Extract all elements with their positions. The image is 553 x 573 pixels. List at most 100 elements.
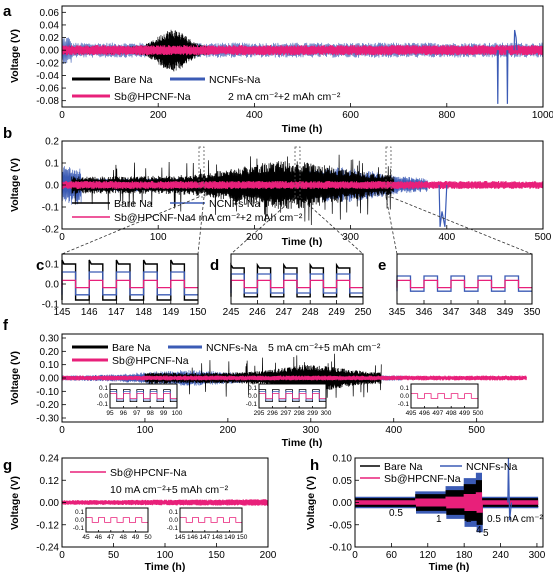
- series-sb-hpcnf-na: [396, 279, 532, 289]
- panel-e-frame: [396, 253, 533, 305]
- y-tick-label: 0.00: [40, 498, 60, 509]
- inset-traces: [258, 384, 326, 408]
- y-tick-label: -0.05: [329, 520, 352, 531]
- x-tick-label: 0: [352, 550, 358, 561]
- panel-h-x-ticks: 0 60 120 180 240 300: [352, 543, 546, 561]
- x-tick-label: 60: [386, 550, 398, 561]
- x-tick-label: 148: [135, 307, 152, 318]
- x-tick-label: 600: [342, 110, 359, 121]
- leader-e-right: [390, 196, 533, 255]
- y-tick-label: 0.00: [40, 374, 60, 385]
- panel-f-traces: [61, 353, 527, 402]
- legend-label-sb-hpcnf-na: Sb@HPCNF-Na: [114, 212, 191, 224]
- panel-f-inset-2: 295 296 297 298 299 300 0.10.0-0.1: [246, 383, 332, 417]
- zoom-box-d: [294, 146, 301, 198]
- legend-label-sb-hpcnf-na: Sb@HPCNF-Na: [110, 467, 187, 479]
- inset-x-tick-label: 497: [432, 410, 443, 417]
- y-tick-label: 0.02: [40, 33, 60, 44]
- legend-label-bare-na: Bare Na: [384, 461, 423, 473]
- inset-x-tick-label: 499: [459, 410, 470, 417]
- inset-ticks: 145 146 147 148 149 150 0.10.0-0.1: [167, 509, 248, 541]
- inset-x-tick-label: 298: [294, 410, 305, 417]
- y-tick-label: -0.10: [36, 387, 59, 398]
- panel-a-frame: [61, 5, 544, 108]
- series-sb-hpcnf-na: [355, 492, 539, 513]
- x-tick-label: 1000: [532, 110, 553, 121]
- legend-label-bare-na: Bare Na: [114, 74, 153, 86]
- inset-x-tick-label: 100: [172, 410, 183, 417]
- panel-c-x-ticks: 145 146 147 148 149 150: [54, 300, 207, 318]
- inset-y-tick-label: 0.1: [400, 385, 409, 392]
- panel-g-traces: [61, 499, 269, 506]
- inset-traces: [109, 384, 177, 408]
- x-tick-label: 300: [529, 550, 546, 561]
- inset-y-tick-label: 0.1: [169, 509, 178, 516]
- x-tick-label: 145: [54, 307, 71, 318]
- panel-g-x-ticks: 0 50 100 150 200: [59, 543, 277, 561]
- inset-x-tick-label: 95: [106, 410, 114, 417]
- inset-x-tick-label: 150: [237, 534, 248, 541]
- y-tick-label: -0.20: [36, 400, 59, 411]
- panel-letter-c: c: [36, 257, 44, 274]
- y-tick-label: -0.04: [36, 71, 59, 82]
- zoom-box-e: [385, 146, 392, 198]
- panel-f-condition: 5 mA cm⁻²+5 mAh cm⁻²: [268, 342, 381, 354]
- x-tick-label: 200: [246, 232, 263, 243]
- panel-d-frame: [230, 253, 364, 305]
- series-sb-hpcnf-na: [258, 393, 326, 399]
- series-ncnfs-na: [61, 37, 544, 65]
- inset-traces: [179, 508, 242, 532]
- inset-x-tick-label: 496: [419, 410, 430, 417]
- x-tick-label: 120: [419, 550, 436, 561]
- y-tick-label: 0.00: [40, 46, 60, 57]
- x-tick-label: 150: [208, 550, 225, 561]
- y-tick-label: 0.05: [333, 476, 353, 487]
- panel-letter-f: f: [3, 317, 9, 334]
- series-sb-hpcnf-na: [61, 279, 198, 289]
- panel-b-traces: [61, 154, 544, 227]
- series-ncnfs-na-spike: [513, 29, 518, 51]
- x-tick-label: 250: [355, 307, 372, 318]
- inset-x-tick-label: 146: [187, 534, 198, 541]
- inset-x-tick-label: 99: [160, 410, 168, 417]
- x-tick-label: 400: [438, 232, 455, 243]
- x-tick-label: 100: [150, 232, 167, 243]
- x-tick-label: 345: [389, 307, 406, 318]
- y-tick-label: 0.20: [40, 347, 60, 358]
- panel-a-x-label: Time (h): [282, 123, 323, 135]
- y-tick-label: -0.1: [42, 300, 60, 311]
- panel-f: f 0.30 0.20 0.10 0.00 -0.10 -0.20 -0.30 0 100 20…: [3, 317, 544, 449]
- x-tick-label: 200: [260, 550, 277, 561]
- inset-y-tick-label: -0.1: [398, 401, 410, 408]
- panel-h-y-ticks: 0.10 0.05 0.00 -0.05 -0.10: [329, 454, 359, 554]
- x-tick-label: 0: [59, 550, 65, 561]
- x-tick-label: 350: [524, 307, 541, 318]
- inset-x-tick-label: 148: [212, 534, 223, 541]
- panel-d-traces: [230, 262, 363, 298]
- inset-y-tick-label: 0.0: [400, 393, 409, 400]
- inset-x-tick-label: 498: [446, 410, 457, 417]
- x-tick-label: 348: [470, 307, 487, 318]
- inset-x-tick-label: 97: [133, 410, 141, 417]
- inset-x-tick-label: 46: [95, 534, 103, 541]
- leader-e-left: [385, 196, 398, 255]
- x-tick-label: 300: [302, 425, 319, 436]
- panel-a-legend: Bare Na NCNFs-Na Sb@HPCNF-Na 2 mA cm⁻²+2…: [72, 74, 341, 103]
- series-sb-hpcnf-na: [61, 375, 527, 381]
- panel-g-condition: 10 mA cm⁻²+5 mAh cm⁻²: [110, 484, 229, 496]
- inset-x-tick-label: 297: [280, 410, 291, 417]
- panel-e-traces: [396, 275, 532, 292]
- x-tick-label: 149: [162, 307, 179, 318]
- panel-d-x-ticks: 245 246 247 248 249 250: [223, 300, 372, 318]
- y-tick-label: 0.04: [40, 20, 60, 31]
- inset-x-tick-label: 147: [199, 534, 210, 541]
- x-tick-label: 300: [342, 232, 359, 243]
- inset-ticks: 295 296 297 298 299 300 0.10.0-0.1: [246, 385, 332, 417]
- panel-g-inset-2: 145 146 147 148 149 150 0.10.0-0.1: [167, 507, 248, 541]
- inset-frame: [179, 507, 243, 533]
- x-tick-label: 500: [468, 425, 485, 436]
- x-tick-label: 400: [246, 110, 263, 121]
- inset-y-tick-label: -0.1: [73, 525, 85, 532]
- inset-y-tick-label: 0.1: [248, 385, 257, 392]
